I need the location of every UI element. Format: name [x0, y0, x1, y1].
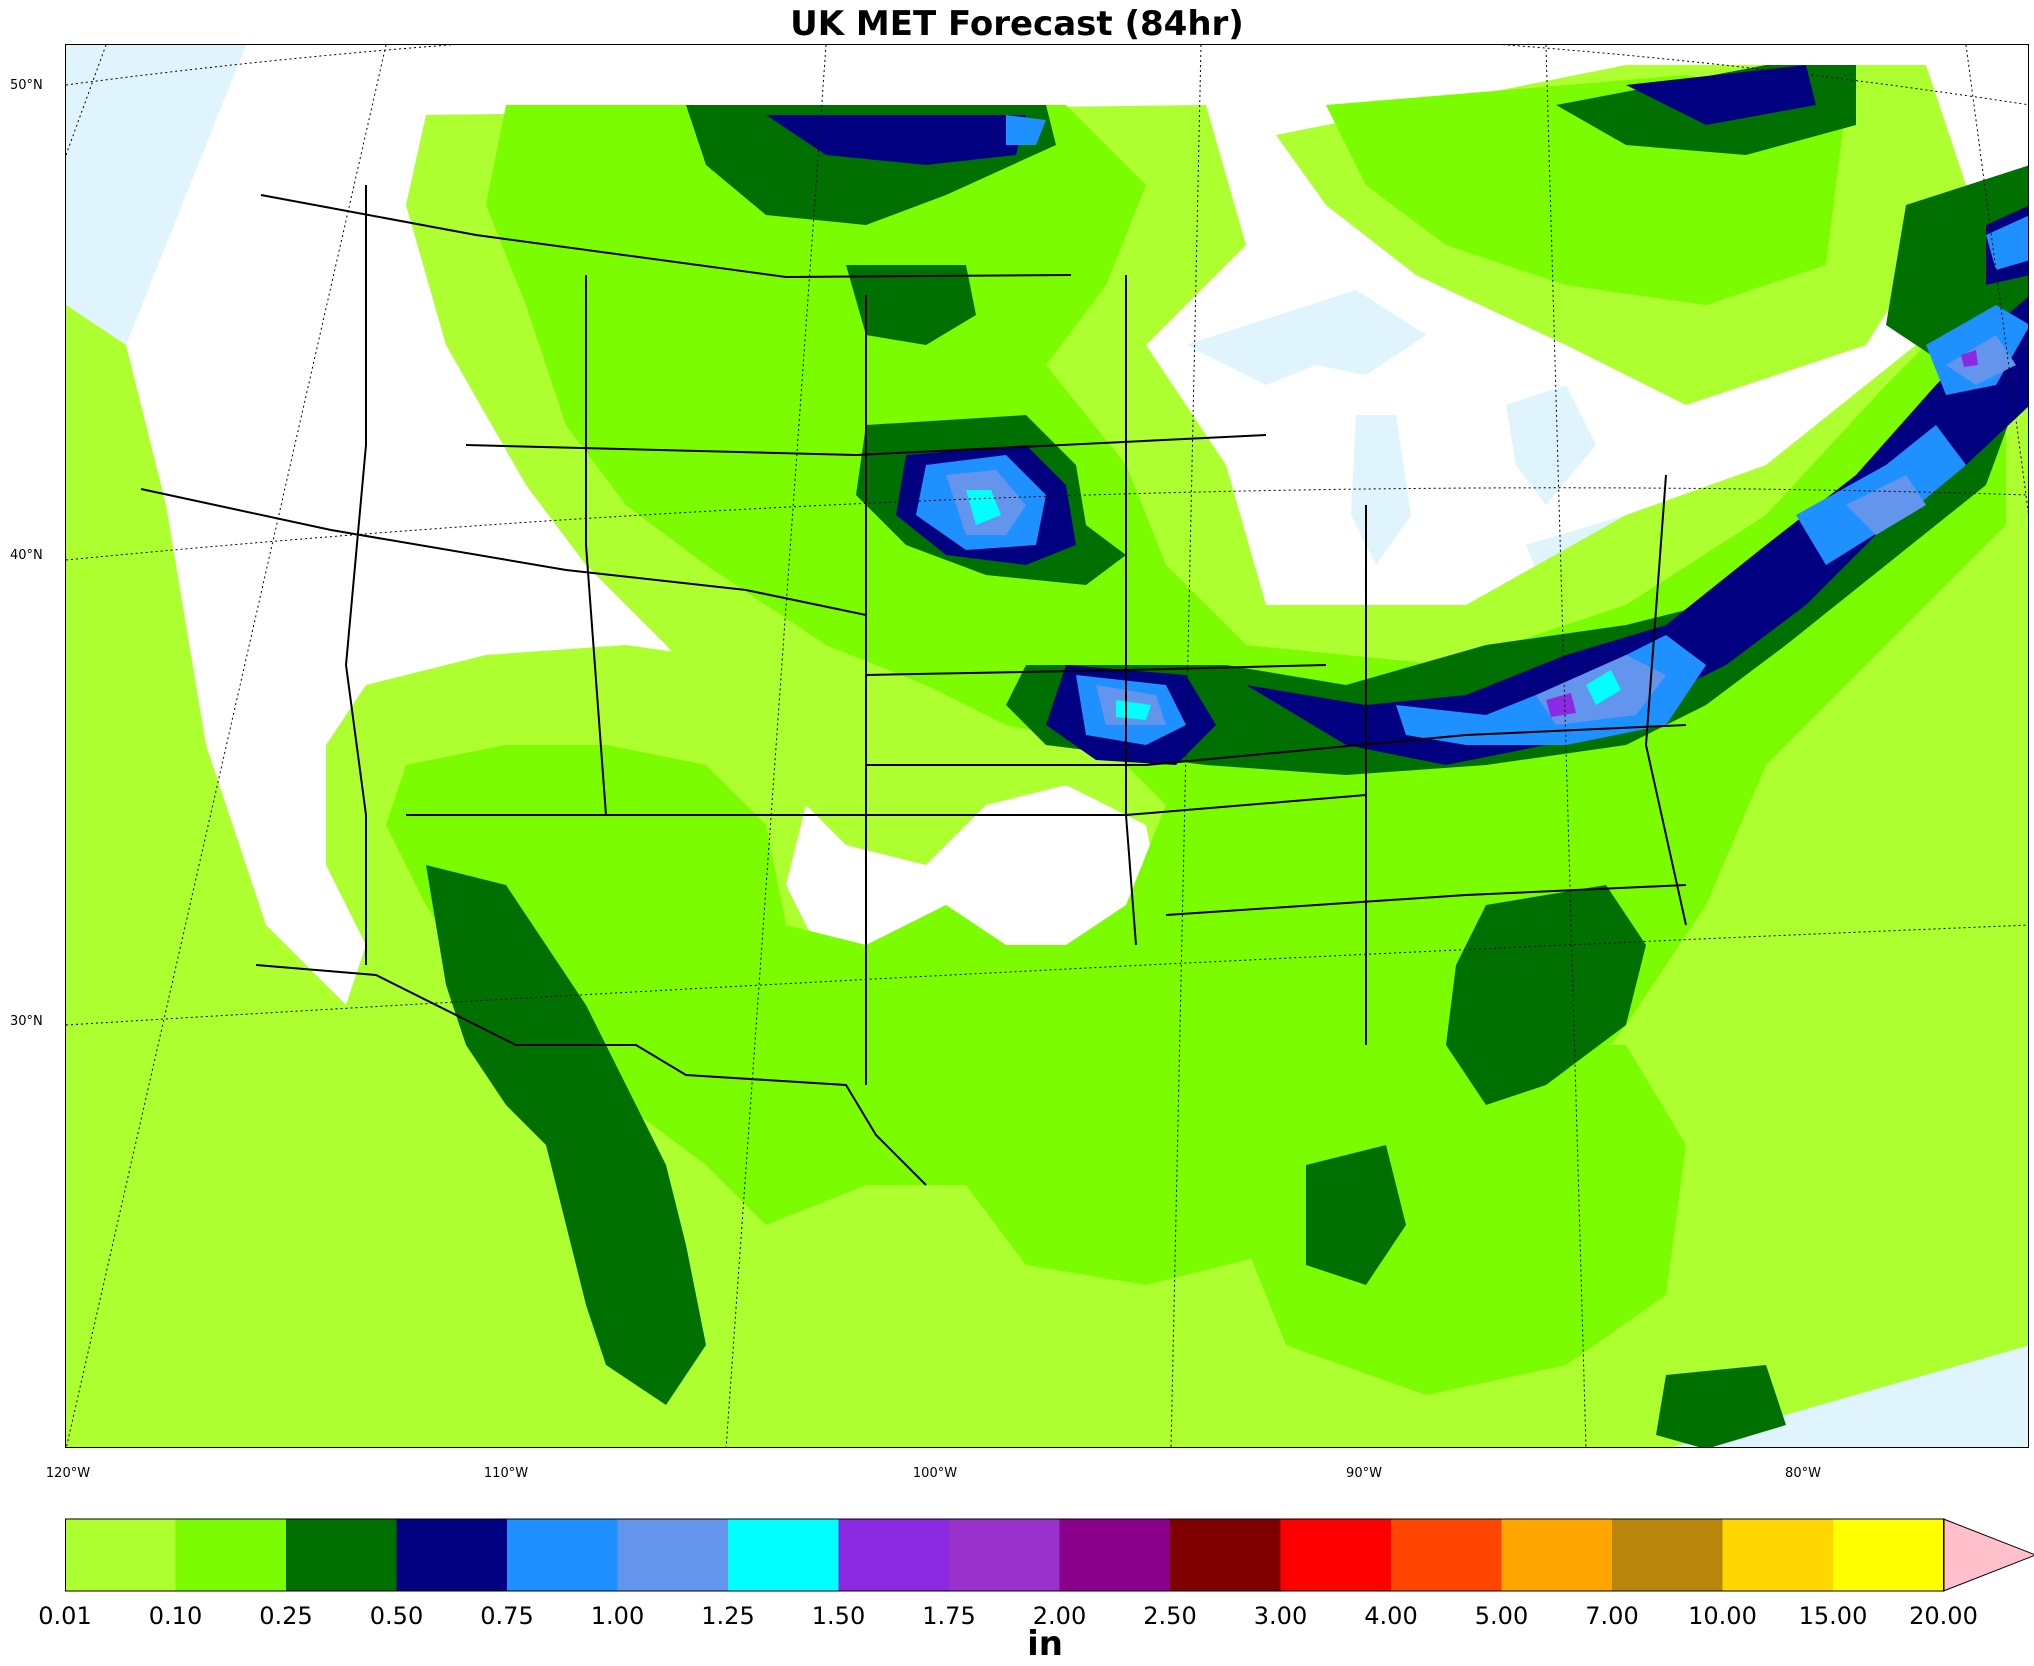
colorbar-swatch [1280, 1519, 1392, 1591]
colorbar-swatch [949, 1519, 1060, 1591]
colorbar-unit: in [1027, 1624, 1063, 1664]
great-lakes [1186, 290, 1626, 570]
colorbar-tick-label: 3.00 [1253, 1602, 1308, 1630]
graticule [66, 45, 2028, 1447]
colorbar-tick-label: 5.00 [1474, 1602, 1529, 1630]
colorbar-tick-label: 7.00 [1585, 1602, 1639, 1630]
lon-label-90w: 90°W [1346, 1466, 1382, 1481]
colorbar-tick-label: 15.00 [1798, 1602, 1868, 1630]
colorbar-tick-label: 1.50 [811, 1602, 866, 1630]
colorbar-swatch [1722, 1519, 1834, 1591]
colorbar-tick-label: 2.00 [1032, 1602, 1087, 1630]
lon-label-110w: 110°W [483, 1466, 529, 1481]
colorbar-swatch [1612, 1519, 1723, 1591]
colorbar-swatch [1059, 1519, 1171, 1591]
lon-label-120w: 120°W [45, 1466, 91, 1481]
colorbar [65, 1518, 2034, 1592]
colorbar-tick-label: 0.25 [259, 1602, 313, 1630]
colorbar-swatch [507, 1519, 618, 1591]
map-title: UK MET Forecast (84hr) [790, 4, 1244, 44]
lon-label-100w: 100°W [912, 1466, 958, 1481]
lat-label-50n: 50°N [10, 78, 43, 93]
colorbar-tick-label: 4.00 [1364, 1602, 1418, 1630]
lat-label-30n: 30°N [10, 1014, 43, 1029]
colorbar-swatch [617, 1519, 729, 1591]
colorbar-swatch [1391, 1519, 1502, 1591]
colorbar-swatch [286, 1519, 397, 1591]
colorbar-swatch [728, 1519, 839, 1591]
precip-layer-1-50 [1546, 350, 1978, 717]
colorbar-tick-label: 0.01 [38, 1602, 92, 1630]
colorbar-tick-label: 20.00 [1909, 1602, 1978, 1630]
colorbar-swatch [1833, 1519, 1944, 1591]
colorbar-swatch [65, 1519, 176, 1591]
colorbar-tick-label: 0.10 [148, 1602, 203, 1630]
colorbar-tick-label: 10.00 [1688, 1602, 1757, 1630]
colorbar-swatch [1501, 1519, 1613, 1591]
colorbar-swatch [396, 1519, 508, 1591]
political-boundaries [140, 185, 1687, 1186]
colorbar-swatch [1170, 1519, 1281, 1591]
colorbar-tick-label: 1.75 [922, 1602, 976, 1630]
colorbar-tick-label: 1.00 [590, 1602, 645, 1630]
precipitation-map[interactable] [65, 44, 2029, 1448]
colorbar-tick-label: 2.50 [1143, 1602, 1197, 1630]
colorbar-tick-label: 0.75 [480, 1602, 534, 1630]
colorbar-swatch [175, 1519, 287, 1591]
lat-label-40n: 40°N [10, 548, 43, 563]
lon-label-80w: 80°W [1785, 1466, 1821, 1481]
colorbar-tick-label: 0.50 [369, 1602, 424, 1630]
colorbar-tick-label: 1.25 [701, 1602, 755, 1630]
colorbar-swatch [838, 1519, 950, 1591]
colorbar-outline [65, 1518, 1945, 1592]
colorbar-extend-arrow [1943, 1518, 2034, 1592]
